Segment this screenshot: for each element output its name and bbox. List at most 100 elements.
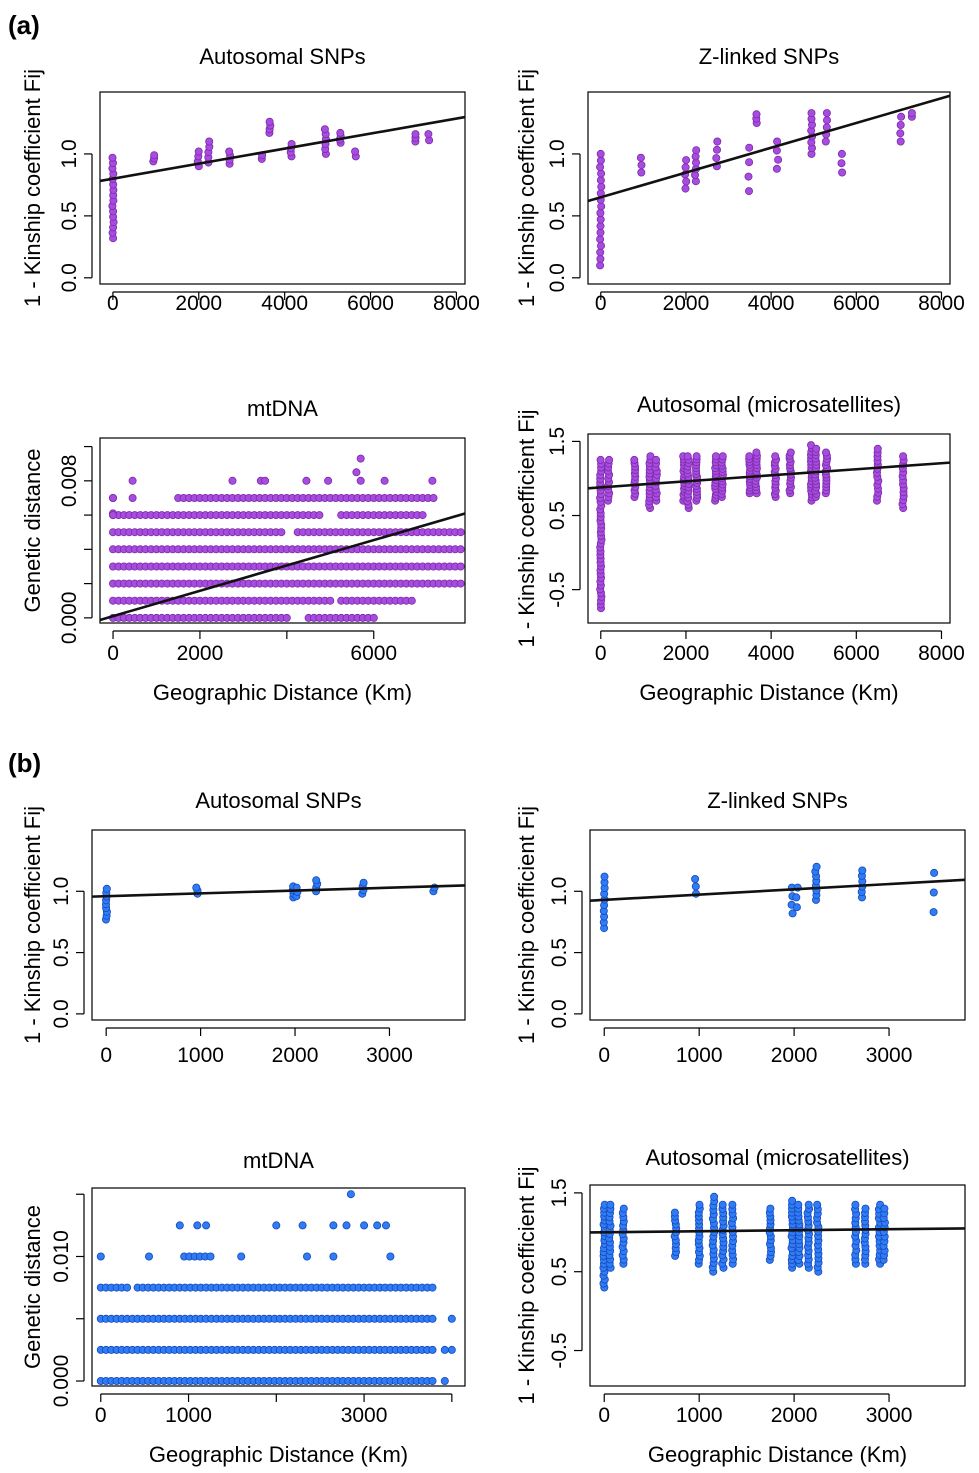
chart-3: mtDNA Genetic distance Geographic Distance… [20, 396, 466, 705]
data-point [205, 137, 214, 146]
data-point [712, 154, 721, 163]
chart-4: Autosomal (microsatellites) 1 - Kinship c… [514, 392, 965, 705]
data-point [202, 1221, 211, 1230]
data-point [837, 149, 846, 158]
data-point [298, 1221, 307, 1230]
chart-title: Autosomal (microsatellites) [645, 1145, 909, 1170]
data-point [692, 452, 701, 461]
data-points [108, 117, 434, 243]
data-point [360, 1221, 369, 1230]
x-tick-label: 0 [107, 642, 119, 665]
chart-7: mtDNA Genetic distance Geographic Distance… [20, 1148, 466, 1467]
data-point [272, 1221, 281, 1230]
data-point [636, 153, 645, 162]
x-tick-label: 0 [598, 1404, 610, 1427]
data-point [302, 1252, 311, 1261]
data-point [745, 452, 754, 461]
data-point [710, 1192, 719, 1201]
data-point [788, 1196, 797, 1205]
data-point [752, 448, 761, 457]
x-tick-label: 6000 [350, 642, 397, 665]
data-point [597, 241, 606, 250]
data-point [359, 878, 368, 887]
data-point [346, 1190, 355, 1199]
plot-frame [587, 433, 951, 624]
data-point [880, 1204, 889, 1213]
data-point [745, 158, 754, 167]
data-point [691, 882, 700, 891]
data-point [744, 172, 753, 181]
data-point [929, 908, 938, 917]
data-point [447, 1314, 456, 1323]
data-point [813, 1200, 822, 1209]
data-point [440, 1345, 449, 1354]
data-point [329, 1221, 338, 1230]
y-tick-label: 1.0 [58, 139, 81, 168]
charts-container: Autosomal SNPs 1 - Kinship coefficient Fi… [20, 44, 966, 1467]
chart-title: Z-linked SNPs [699, 44, 840, 69]
x-tick-label: 2000 [177, 642, 224, 665]
data-point [356, 476, 365, 485]
data-point [596, 208, 605, 217]
plot-frame [91, 1187, 466, 1387]
data-point [596, 163, 605, 172]
regression-line [91, 884, 466, 898]
y-tick-label: 0.0 [58, 263, 81, 292]
data-point [261, 476, 270, 485]
regression-line [99, 115, 466, 183]
data-point [792, 903, 801, 912]
data-point [766, 1204, 775, 1213]
data-point [619, 1204, 628, 1213]
data-point [794, 1200, 803, 1209]
y-tick-label: 0.5 [548, 1257, 571, 1286]
data-point [821, 137, 830, 146]
data-point [788, 909, 797, 918]
data-point [683, 452, 692, 461]
x-tick-label: 3000 [866, 1044, 913, 1067]
x-tick-label: 0 [95, 1404, 107, 1427]
data-point [428, 476, 437, 485]
data-point [792, 893, 801, 902]
data-point [411, 130, 420, 139]
data-point [429, 493, 438, 502]
data-point [907, 109, 916, 118]
chart-title: mtDNA [247, 396, 318, 421]
data-point [456, 528, 465, 537]
data-point [682, 156, 691, 165]
data-point [646, 452, 655, 461]
chart-title: Autosomal SNPs [195, 788, 361, 813]
data-point [150, 151, 159, 160]
x-tick-label: 2000 [771, 1044, 818, 1067]
y-tick-label: 0.0 [546, 263, 569, 292]
data-point [682, 177, 691, 186]
y-tick-label: 0.5 [548, 938, 571, 967]
data-point [896, 129, 905, 138]
x-tick-label: 4000 [748, 292, 795, 315]
data-point [838, 168, 847, 177]
data-point [695, 1200, 704, 1209]
data-point [823, 116, 832, 125]
data-point [681, 163, 690, 172]
data-point [381, 1221, 390, 1230]
data-point [228, 476, 237, 485]
data-point [822, 109, 831, 118]
data-point [175, 1221, 184, 1230]
y-tick-label: 1.0 [546, 139, 569, 168]
data-point [447, 1345, 456, 1354]
data-point [206, 1252, 215, 1261]
data-point [929, 888, 938, 897]
data-point [771, 452, 780, 461]
data-point [352, 468, 361, 477]
data-point [326, 596, 335, 605]
data-point [225, 147, 234, 156]
x-tick-label: 0 [107, 292, 119, 315]
data-point [128, 493, 137, 502]
x-tick-label: 0 [100, 1044, 112, 1067]
y-tick-label: 0.0 [50, 999, 73, 1028]
data-point [312, 876, 321, 885]
data-point [342, 1221, 351, 1230]
data-point [123, 1283, 132, 1292]
chart-title: Z-linked SNPs [707, 788, 848, 813]
data-point [596, 156, 605, 165]
data-point [386, 1252, 395, 1261]
